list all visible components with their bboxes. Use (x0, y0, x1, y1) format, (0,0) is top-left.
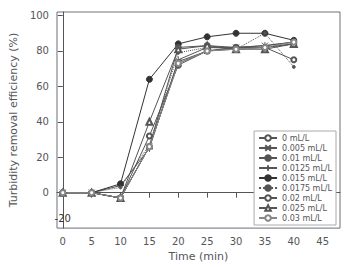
svg-text:25: 25 (201, 236, 214, 247)
svg-text:Turbidity removal efficiency (: Turbidity removal efficiency (%) (7, 33, 20, 209)
svg-text:45: 45 (316, 236, 329, 247)
svg-text:0 mL/L: 0 mL/L (282, 134, 310, 143)
svg-text:0.005 mL/L: 0.005 mL/L (282, 144, 327, 153)
svg-text:0.025 mL/L: 0.025 mL/L (282, 204, 327, 213)
svg-text:0.0175 mL/L: 0.0175 mL/L (282, 184, 332, 193)
svg-text:40: 40 (36, 116, 49, 127)
svg-text:0.01 mL/L: 0.01 mL/L (282, 154, 322, 163)
svg-text:20: 20 (36, 152, 49, 163)
svg-text:0: 0 (43, 187, 49, 198)
svg-text:15: 15 (143, 236, 156, 247)
svg-text:10: 10 (114, 236, 127, 247)
svg-text:0.03 mL/L: 0.03 mL/L (282, 214, 322, 223)
svg-text:40: 40 (287, 236, 300, 247)
svg-text:-20: -20 (55, 213, 71, 224)
svg-text:80: 80 (36, 45, 49, 56)
svg-text:5: 5 (88, 236, 94, 247)
svg-text:35: 35 (259, 236, 272, 247)
svg-text:0.0125 mL/L: 0.0125 mL/L (282, 164, 332, 173)
svg-text:0: 0 (60, 236, 66, 247)
svg-text:100: 100 (30, 10, 49, 21)
svg-text:0.015 mL/L: 0.015 mL/L (282, 174, 327, 183)
svg-text:0.02 mL/L: 0.02 mL/L (282, 194, 322, 203)
svg-text:Time (min): Time (min) (168, 250, 229, 263)
svg-text:60: 60 (36, 81, 49, 92)
svg-text:20: 20 (172, 236, 185, 247)
svg-text:30: 30 (230, 236, 243, 247)
